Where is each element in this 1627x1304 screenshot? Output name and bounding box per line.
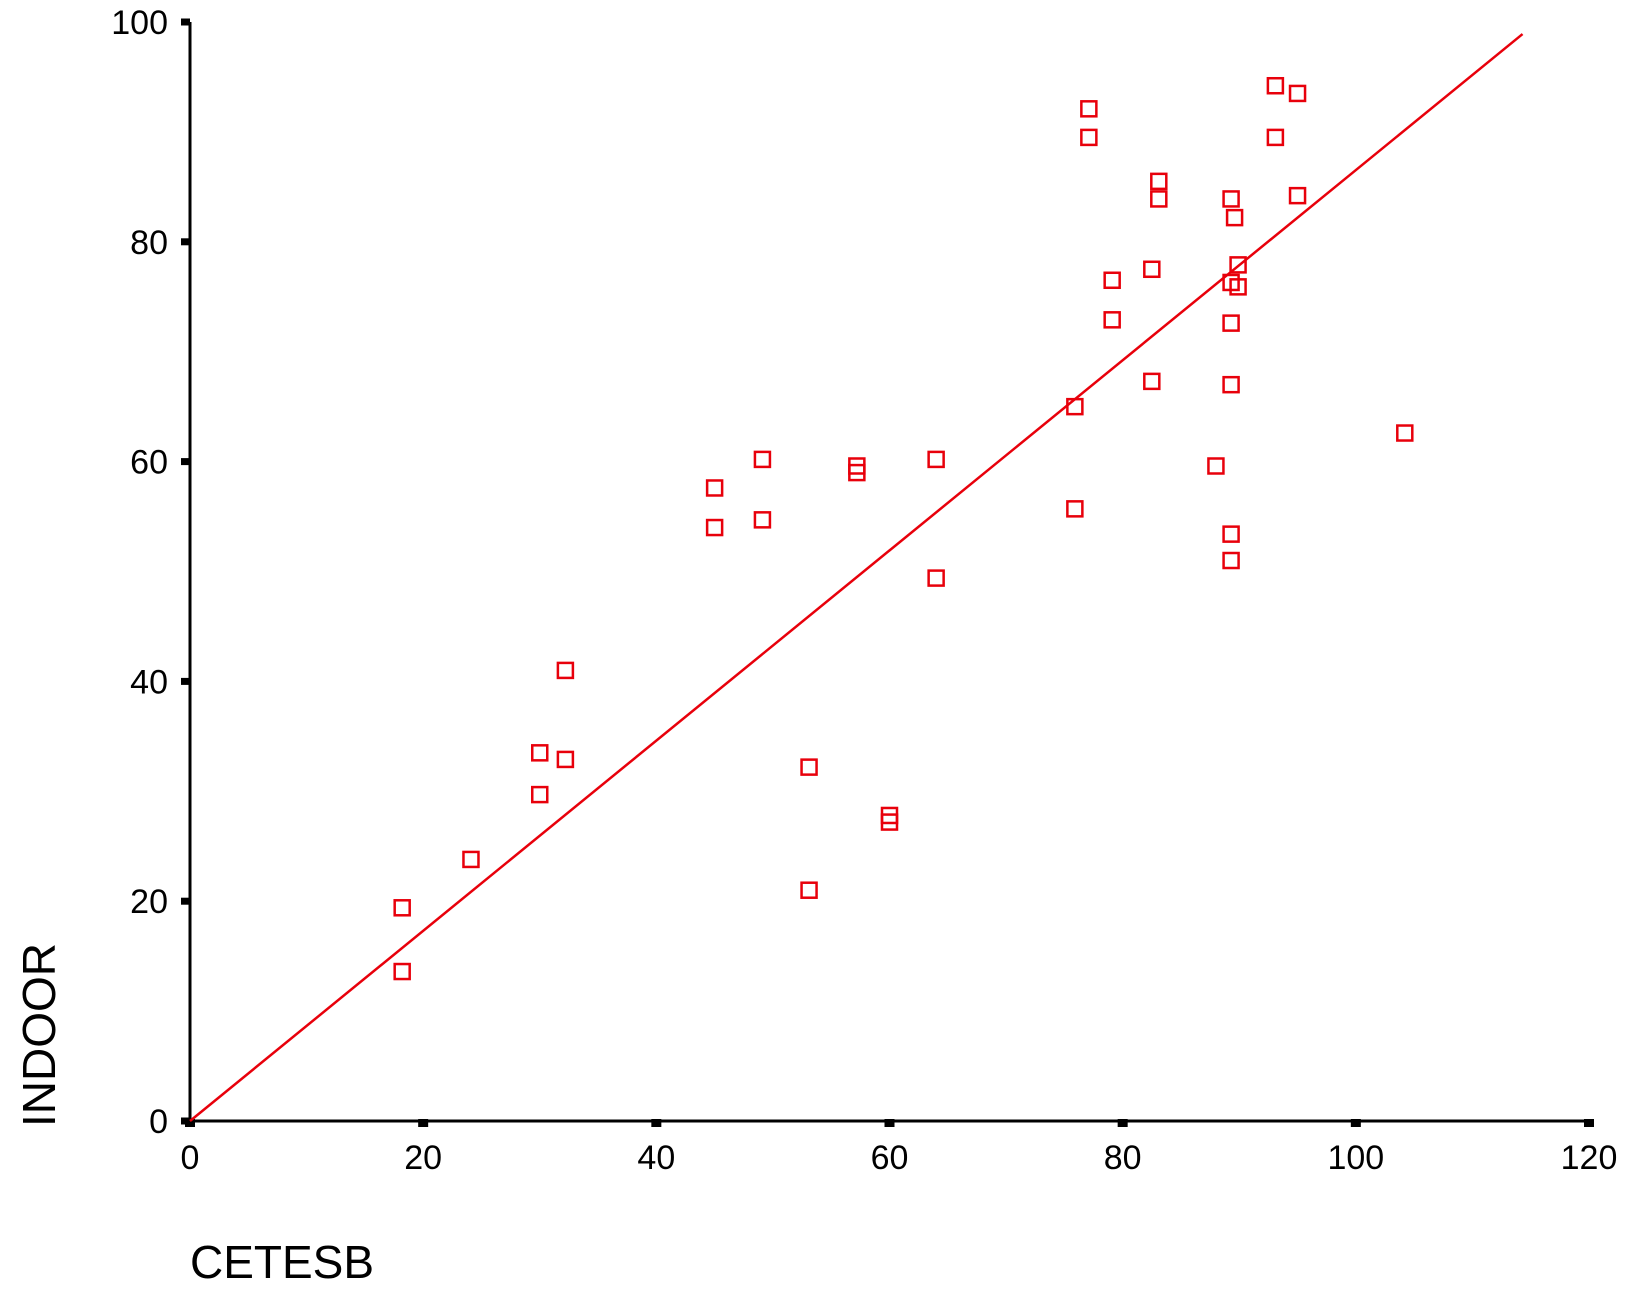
x-axis-title: CETESB bbox=[190, 1236, 374, 1288]
x-tick-mark bbox=[1584, 1119, 1594, 1127]
data-point-marker bbox=[462, 850, 480, 869]
axis-ticks: 0 20 40 60 80 100 0 20 40 60 80 100 120 bbox=[111, 4, 1617, 1177]
x-tick-label: 40 bbox=[637, 1139, 675, 1177]
data-point-marker bbox=[1229, 256, 1247, 274]
y-tick-label: 0 bbox=[149, 1103, 168, 1141]
x-tick-label: 60 bbox=[871, 1139, 909, 1177]
y-tick-label: 20 bbox=[130, 883, 168, 921]
regression-line-layer bbox=[189, 33, 1524, 1122]
data-point-marker bbox=[880, 813, 899, 831]
y-tick-mark bbox=[181, 897, 190, 905]
data-point-marker bbox=[1066, 397, 1084, 416]
data-point-marker bbox=[1103, 311, 1121, 329]
x-tick-label: 80 bbox=[1104, 1139, 1142, 1177]
data-point-marker bbox=[800, 881, 818, 899]
x-tick-mark bbox=[185, 1119, 195, 1127]
x-tick-mark bbox=[1350, 1119, 1361, 1127]
x-tick-label: 0 bbox=[181, 1139, 200, 1177]
y-axis-title: INDOOR bbox=[13, 943, 65, 1127]
y-tick-mark bbox=[181, 677, 190, 685]
data-point-marker bbox=[705, 518, 724, 537]
data-point-marker bbox=[800, 758, 818, 776]
y-tick-label: 40 bbox=[130, 663, 168, 701]
data-point-marker bbox=[1207, 457, 1225, 475]
axes bbox=[188, 22, 1589, 1123]
data-point-marker bbox=[1229, 278, 1247, 296]
data-point-marker bbox=[1222, 375, 1240, 394]
y-tick-label: 60 bbox=[130, 444, 168, 482]
data-point-marker bbox=[393, 962, 411, 981]
data-point-marker bbox=[1103, 271, 1121, 290]
data-point-marker bbox=[531, 785, 549, 804]
data-point-marker bbox=[1288, 84, 1307, 103]
data-point-marker bbox=[1222, 314, 1240, 332]
y-tick-mark bbox=[181, 238, 190, 246]
data-point-marker bbox=[1143, 260, 1161, 279]
regression-line bbox=[189, 33, 1524, 1122]
data-point-marker bbox=[1080, 100, 1098, 118]
x-tick-mark bbox=[418, 1119, 429, 1127]
data-point-marker bbox=[927, 450, 945, 469]
data-point-marker bbox=[1222, 551, 1240, 570]
data-point-marker bbox=[1396, 424, 1414, 442]
x-tick-mark bbox=[884, 1119, 895, 1127]
data-point-marker bbox=[1266, 128, 1285, 147]
data-point-marker bbox=[1266, 76, 1285, 95]
data-point-marker bbox=[1222, 190, 1240, 208]
x-tick-mark bbox=[651, 1119, 662, 1127]
x-tick-label: 100 bbox=[1327, 1139, 1384, 1177]
data-point-marker bbox=[753, 511, 772, 529]
data-points bbox=[393, 76, 1414, 981]
data-point-marker bbox=[393, 899, 411, 917]
y-tick-mark bbox=[181, 458, 190, 466]
x-tick-label: 120 bbox=[1561, 1139, 1618, 1177]
x-tick-mark bbox=[1117, 1119, 1128, 1127]
data-point-marker bbox=[1288, 186, 1307, 205]
data-point-marker bbox=[556, 750, 575, 769]
data-point-marker bbox=[705, 479, 724, 497]
data-point-marker bbox=[848, 463, 866, 482]
y-tick-label: 80 bbox=[130, 224, 168, 262]
data-point-marker bbox=[556, 661, 575, 680]
data-point-marker bbox=[1080, 128, 1098, 147]
data-point-marker bbox=[1143, 372, 1161, 391]
y-tick-label: 100 bbox=[111, 4, 168, 42]
x-tick-label: 20 bbox=[404, 1139, 442, 1177]
data-point-marker bbox=[1150, 172, 1168, 191]
data-point-marker bbox=[1150, 190, 1168, 208]
data-point-marker bbox=[927, 569, 945, 587]
data-point-marker bbox=[531, 744, 549, 762]
data-point-marker bbox=[1222, 525, 1240, 543]
data-point-marker bbox=[1066, 500, 1084, 518]
data-point-marker bbox=[753, 450, 772, 469]
data-point-marker bbox=[1225, 208, 1244, 227]
y-tick-mark bbox=[181, 18, 190, 26]
